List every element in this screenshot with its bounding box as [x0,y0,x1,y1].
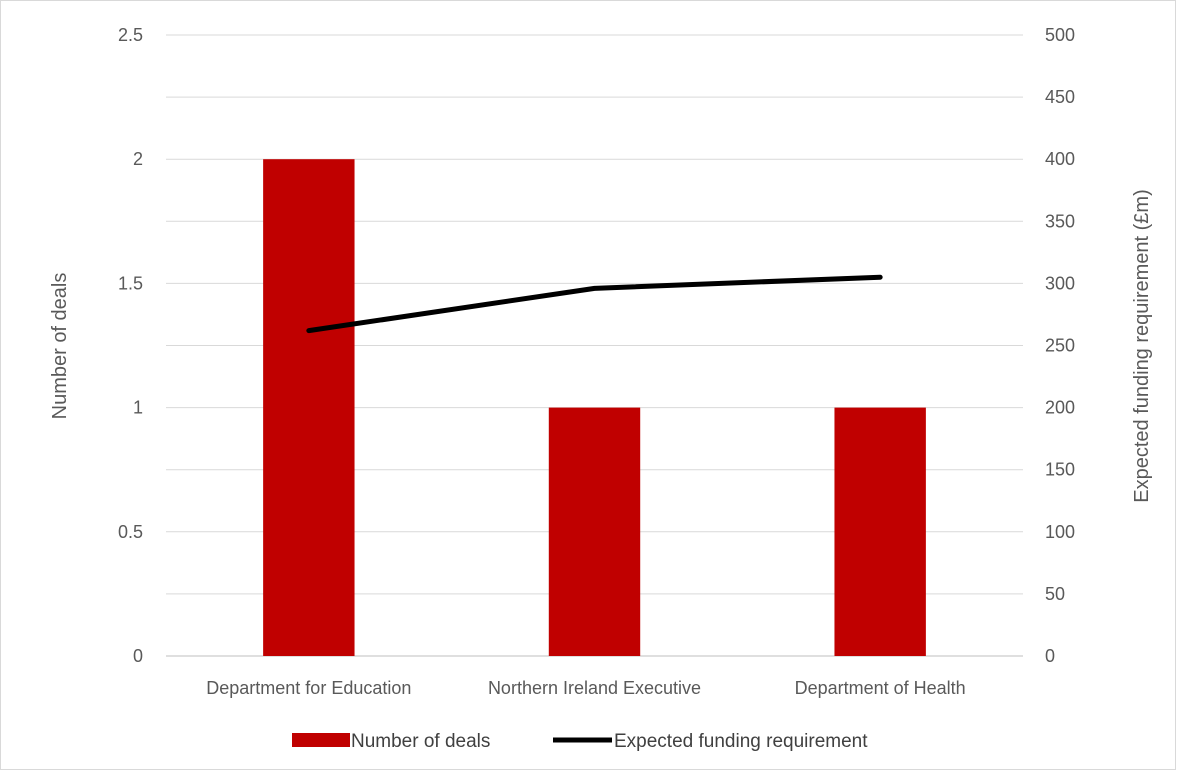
right-tick-label: 0 [1045,646,1055,666]
left-tick-label: 2 [133,149,143,169]
right-tick-label: 150 [1045,460,1075,480]
bar [834,407,926,656]
right-tick-label: 450 [1045,87,1075,107]
left-axis-ticks: 0 0.5 1 1.5 2 2.5 [118,25,143,666]
bar [263,159,355,656]
right-axis-ticks: 0 50 100 150 200 250 300 350 400 450 500 [1045,25,1075,666]
category-axis-labels: Department for Education Northern Ireland… [206,678,965,698]
legend-label-expected-funding: Expected funding requirement [614,731,868,752]
bar [548,407,641,656]
right-tick-label: 250 [1045,336,1075,356]
legend-swatch-number-of-deals [292,733,350,747]
legend: Number of deals Expected funding require… [292,731,868,752]
right-tick-label: 400 [1045,149,1075,169]
right-tick-label: 300 [1045,273,1075,293]
left-tick-label: 0.5 [118,522,143,542]
right-tick-label: 50 [1045,584,1065,604]
right-axis-title: Expected funding requirement (£m) [1131,189,1153,503]
right-tick-label: 350 [1045,211,1075,231]
category-label: Department of Health [795,678,966,698]
bar-series [263,159,926,656]
category-label: Northern Ireland Executive [488,678,701,698]
series-line-expected-funding [306,274,883,334]
right-tick-label: 100 [1045,522,1075,542]
left-tick-label: 1 [133,398,143,418]
right-tick-label: 200 [1045,398,1075,418]
legend-label-number-of-deals: Number of deals [351,731,490,752]
left-tick-label: 2.5 [118,25,143,45]
left-axis-title: Number of deals [49,273,71,420]
left-tick-label: 0 [133,646,143,666]
left-tick-label: 1.5 [118,273,143,293]
line-series [306,274,883,334]
category-label: Department for Education [206,678,411,698]
right-tick-label: 500 [1045,25,1075,45]
